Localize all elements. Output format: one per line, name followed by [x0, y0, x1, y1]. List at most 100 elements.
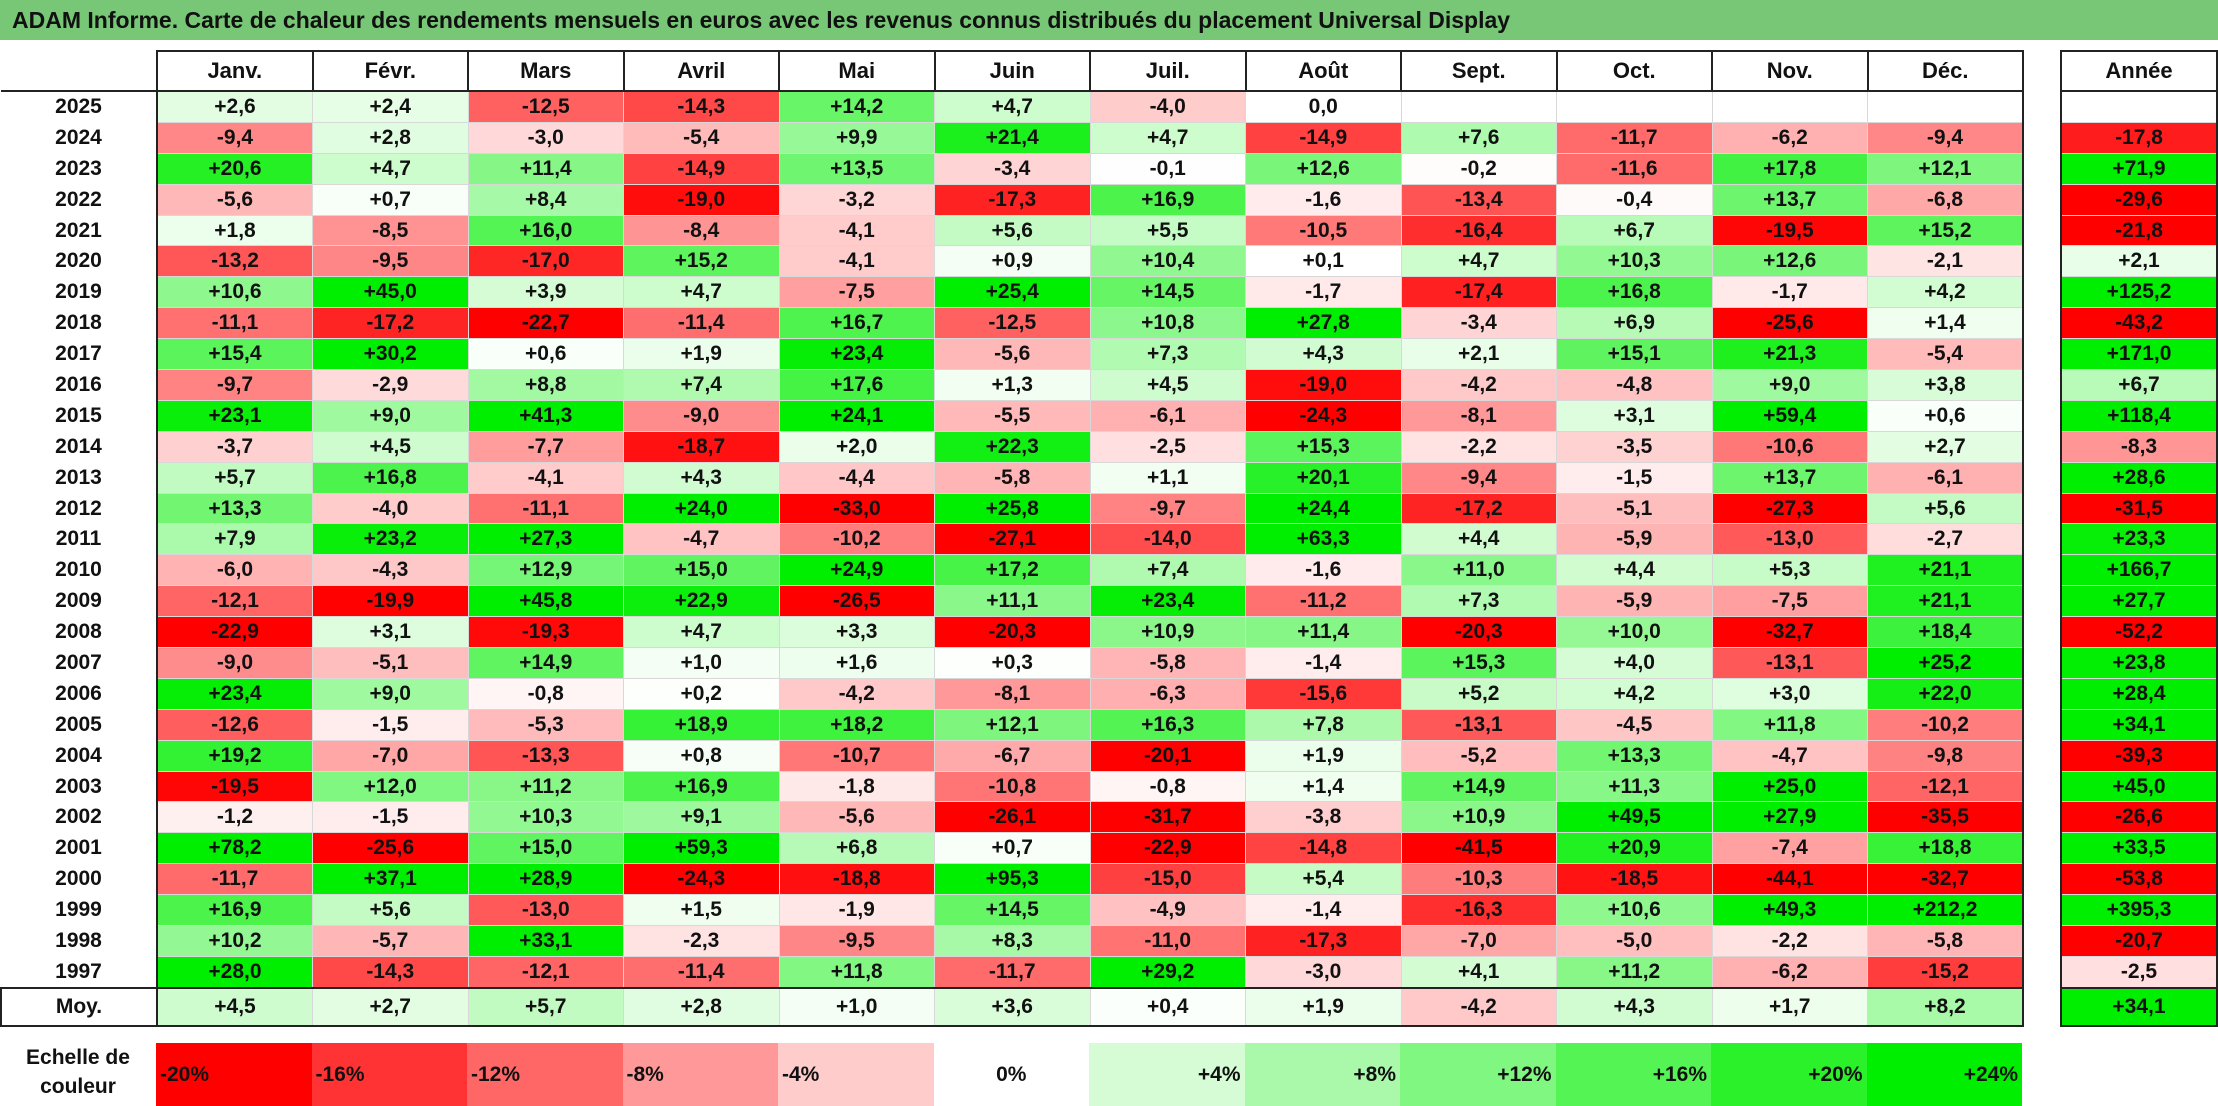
heatmap-cell: -13,1 — [1400, 708, 1557, 741]
heatmap-cell: +11,4 — [1245, 616, 1402, 649]
annual-cell: -17,8 — [2060, 121, 2218, 154]
heatmap-cell: -13,0 — [1711, 523, 1868, 556]
heatmap-cell: +0,8 — [623, 739, 780, 772]
heatmap-cell: +10,9 — [1400, 801, 1557, 834]
month-header: Avril — [622, 50, 780, 92]
heatmap-cell: -4,0 — [1089, 89, 1246, 123]
heatmap-cell: -35,5 — [1867, 801, 2024, 834]
annual-cell: +395,3 — [2060, 894, 2218, 927]
heatmap-cell: -1,7 — [1711, 276, 1868, 309]
page-title: ADAM Informe. Carte de chaleur des rende… — [0, 0, 2218, 40]
month-header: Sept. — [1400, 50, 1558, 92]
heatmap-cell: +1,9 — [623, 338, 780, 371]
annual-cell: +28,4 — [2060, 677, 2218, 710]
heatmap-cell: +12,1 — [1867, 152, 2024, 185]
heatmap-cell: -8,1 — [934, 677, 1091, 710]
heatmap-cell: +19,2 — [156, 739, 313, 772]
heatmap-cell: +24,9 — [778, 554, 935, 587]
heatmap-cell: -31,7 — [1089, 801, 1246, 834]
heatmap-cell: -3,8 — [1245, 801, 1402, 834]
heatmap-cell: +7,6 — [1400, 121, 1557, 154]
year-label: 2024 — [1, 122, 158, 154]
legend-swatch: +16% — [1555, 1043, 1711, 1106]
heatmap-cell: -4,8 — [1556, 369, 1713, 401]
heatmap-cell: -11,0 — [1089, 925, 1246, 957]
heatmap-cell: +0,1 — [1245, 245, 1402, 278]
year-label: 2016 — [1, 369, 158, 401]
heatmap-cell: -4,4 — [778, 461, 935, 494]
heatmap-cell: +10,6 — [156, 276, 313, 309]
year-row: 2003 -19,5 +12,0 +11,2 +16,9 -1,8 -10,8 -0,8 +1,… — [1, 770, 2024, 803]
average-label: Moy. — [0, 986, 158, 1027]
annual-cell: -21,8 — [2060, 214, 2218, 247]
heatmap-cell: +4,4 — [1400, 523, 1557, 556]
heatmap-cell: +6,8 — [778, 832, 935, 865]
heatmap-cell: +2,0 — [778, 430, 935, 463]
heatmap-cell: -11,6 — [1556, 152, 1713, 185]
heatmap-cell: +63,3 — [1245, 523, 1402, 556]
legend-swatch: 0% — [933, 1043, 1089, 1106]
average-cell: +5,7 — [467, 987, 624, 1027]
heatmap-cell: +14,9 — [467, 647, 624, 679]
heatmap-cell: +15,3 — [1245, 430, 1402, 463]
heatmap-cell: -17,2 — [312, 307, 469, 340]
heatmap-cell: -9,7 — [1089, 492, 1246, 525]
heatmap-cell: -6,3 — [1089, 677, 1246, 710]
heatmap-cell: +20,1 — [1245, 461, 1402, 494]
heatmap-cell: +24,0 — [623, 492, 780, 525]
year-row: 2000 -11,7 +37,1 +28,9 -24,3 -18,8 +95,3 -15,0 +… — [1, 863, 2024, 896]
heatmap-cell: +22,3 — [934, 430, 1091, 463]
heatmap-cell: -6,2 — [1711, 955, 1868, 989]
annual-cell: -43,2 — [2060, 307, 2218, 340]
heatmap-cell: -4,2 — [1400, 369, 1557, 401]
average-cell: +4,5 — [156, 987, 313, 1027]
heatmap-cell: -22,9 — [156, 616, 313, 649]
heatmap-cell: -5,8 — [1089, 647, 1246, 679]
heatmap-cell: +13,3 — [156, 492, 313, 525]
heatmap-cell: +11,0 — [1400, 554, 1557, 587]
annual-cell: +28,6 — [2060, 461, 2218, 494]
heatmap-cell: +28,0 — [156, 955, 313, 989]
heatmap-cell: +14,9 — [1400, 770, 1557, 803]
heatmap-cell: +0,6 — [1867, 399, 2024, 432]
heatmap-cell: -17,4 — [1400, 276, 1557, 309]
heatmap-cell: -7,0 — [1400, 925, 1557, 957]
heatmap-cell: -12,6 — [156, 708, 313, 741]
heatmap-cell: -11,7 — [156, 863, 313, 896]
heatmap-cell: -7,5 — [1711, 585, 1868, 618]
heatmap-cell: +23,4 — [156, 677, 313, 710]
legend-swatch: -4% — [778, 1043, 934, 1106]
heatmap-cell: +4,7 — [623, 276, 780, 309]
average-cell: +4,3 — [1556, 987, 1713, 1027]
heatmap-cell: -5,6 — [156, 183, 313, 216]
month-header: Mars — [467, 50, 625, 92]
heatmap-cell: -3,5 — [1556, 430, 1713, 463]
heatmap-cell: -2,7 — [1867, 523, 2024, 556]
heatmap-cell: +45,8 — [467, 585, 624, 618]
heatmap-cell: +16,9 — [1089, 183, 1246, 216]
heatmap-cell: +25,4 — [934, 276, 1091, 309]
annual-cell: +71,9 — [2060, 152, 2218, 185]
year-row: 2012 +13,3 -4,0 -11,1 +24,0 -33,0 +25,8 -9,7 +24… — [1, 492, 2024, 525]
average-cell: -4,2 — [1400, 987, 1557, 1027]
heatmap-cell: +4,7 — [312, 152, 469, 185]
heatmap-cell: +5,6 — [934, 214, 1091, 247]
heatmap-cell: -7,0 — [312, 739, 469, 772]
heatmap-cell: -11,7 — [1556, 121, 1713, 154]
annual-cell: -8,3 — [2060, 430, 2218, 463]
heatmap-cell: +95,3 — [934, 863, 1091, 896]
month-header: Déc. — [1866, 50, 2024, 92]
heatmap-cell: +20,9 — [1556, 832, 1713, 865]
heatmap-cell: +21,4 — [934, 121, 1091, 154]
heatmap-cell: -4,3 — [312, 554, 469, 587]
year-row: 2022 -5,6 +0,7 +8,4 -19,0 -3,2 -17,3 +16,9 -1,6-… — [1, 183, 2024, 216]
heatmap-cell: +17,8 — [1711, 152, 1868, 185]
year-row: 2011 +7,9 +23,2 +27,3 -4,7 -10,2 -27,1 -14,0 +63… — [1, 523, 2024, 556]
heatmap-cell: -15,2 — [1867, 955, 2024, 989]
heatmap-cell: -32,7 — [1711, 616, 1868, 649]
heatmap-cell: -19,9 — [312, 585, 469, 618]
heatmap-cell: +12,9 — [467, 554, 624, 587]
heatmap-cell: +4,0 — [1556, 647, 1713, 679]
heatmap-cell: +59,3 — [623, 832, 780, 865]
heatmap-cell: +5,2 — [1400, 677, 1557, 710]
